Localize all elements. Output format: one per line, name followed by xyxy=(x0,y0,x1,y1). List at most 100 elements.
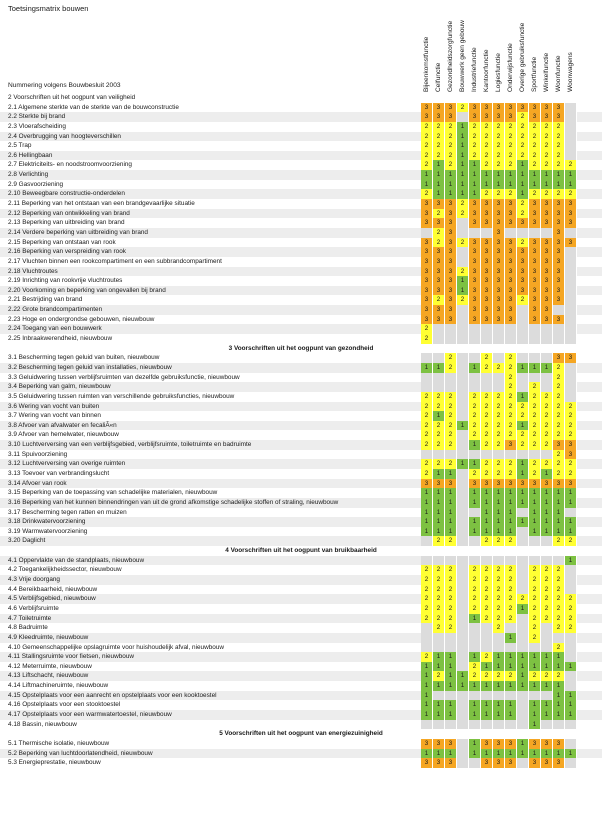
matrix-cell xyxy=(457,468,469,479)
matrix-cell: 3 xyxy=(445,276,457,286)
matrix-cell xyxy=(505,334,517,344)
row-label: 3.2 Bescherming tegen geluid van install… xyxy=(8,363,172,371)
matrix-cell xyxy=(529,227,541,238)
row-label: 2.6 Hellingbaan xyxy=(8,151,53,159)
matrix-cell: 3 xyxy=(481,237,493,248)
matrix-cell: 1 xyxy=(469,440,481,450)
matrix-cell: 2 xyxy=(553,131,565,142)
column-header: Winkelfunctie xyxy=(541,7,553,92)
matrix-cell xyxy=(517,353,529,363)
matrix-cell: 1 xyxy=(565,661,577,672)
matrix-cell: 2 xyxy=(553,189,565,200)
matrix-cell xyxy=(481,372,493,383)
matrix-cell: 1 xyxy=(445,681,457,691)
matrix-cell: 3 xyxy=(505,218,517,228)
matrix-cell xyxy=(445,690,457,701)
matrix-cell: 3 xyxy=(493,112,505,122)
matrix-cell: 3 xyxy=(541,218,553,228)
matrix-cell: 3 xyxy=(421,247,433,257)
matrix-cell xyxy=(565,324,577,335)
matrix-cell xyxy=(505,623,517,633)
matrix-cell: 1 xyxy=(529,681,541,691)
matrix-cell: 1 xyxy=(493,517,505,527)
matrix-cell: 3 xyxy=(541,102,553,113)
matrix-cell: 2 xyxy=(553,150,565,161)
matrix-cell: 1 xyxy=(529,748,541,759)
row-label: 3.4 Beperking van galm, nieuwbouw xyxy=(8,383,111,391)
matrix-cell xyxy=(493,632,505,643)
matrix-cell: 3 xyxy=(493,102,505,113)
matrix-cell xyxy=(457,613,469,624)
matrix-cell xyxy=(565,112,577,122)
matrix-cell: 3 xyxy=(505,208,517,219)
matrix-cell: 2 xyxy=(565,459,577,469)
matrix-cell xyxy=(517,565,529,576)
matrix-cell: 3 xyxy=(565,478,577,489)
matrix-cell: 2 xyxy=(541,411,553,421)
matrix-cell: 2 xyxy=(433,603,445,614)
matrix-cell xyxy=(493,372,505,383)
matrix-cell xyxy=(457,382,469,392)
matrix-cell xyxy=(421,632,433,643)
matrix-cell: 1 xyxy=(433,488,445,498)
matrix-cell: 1 xyxy=(445,652,457,662)
table-row: 2.16 Beperking van verspreiding van rook… xyxy=(0,247,602,257)
matrix-cell: 2 xyxy=(553,382,565,392)
matrix-cell: 2 xyxy=(421,401,433,412)
matrix-cell: 2 xyxy=(433,131,445,142)
matrix-cell: 2 xyxy=(421,150,433,161)
table-row: 2.20 Voorkoming en beperking van ongeval… xyxy=(0,285,602,296)
matrix-cell: 3 xyxy=(493,256,505,267)
table-row: 4.11 Stallingsruimte voor fietsen, nieuw… xyxy=(0,652,602,662)
matrix-cell: 1 xyxy=(433,189,445,200)
table-row: 5.3 Energieprestatie, nieuwbouw 3 3 3 3 3 3 3 3 3 xyxy=(0,758,602,768)
matrix-cell xyxy=(565,295,577,306)
table-row: 4.1 Oppervlakte van de standplaats, nieu… xyxy=(0,555,602,566)
row-label: 4.4 Bereikbaarheid, nieuwbouw xyxy=(8,585,98,593)
matrix-cell: 3 xyxy=(505,305,517,315)
table-row: 3.11 Spuivoorziening 2 3 xyxy=(0,449,602,460)
matrix-cell: 1 xyxy=(493,652,505,662)
matrix-cell: 2 xyxy=(445,160,457,171)
row-label: 4.16 Opstelplaats voor een stooktoestel xyxy=(8,701,121,709)
matrix-cell xyxy=(457,362,469,373)
matrix-cell: 3 xyxy=(541,738,553,749)
matrix-cell: 1 xyxy=(493,507,505,518)
column-header-label: Woonwagens xyxy=(567,52,574,92)
matrix-cell: 3 xyxy=(433,218,445,228)
matrix-cell xyxy=(529,536,541,547)
table-row: 2.2 Sterkte bij brand 3 3 3 3 3 3 3 2 3 3 3 xyxy=(0,112,602,122)
row-label: 4.2 Toegankelijkheidssector, nieuwbouw xyxy=(8,566,122,574)
matrix-cell: 1 xyxy=(457,276,469,286)
cells-background xyxy=(421,719,577,730)
matrix-cell: 1 xyxy=(457,170,469,180)
matrix-cell: 2 xyxy=(505,401,517,412)
row-label: 4.7 Toiletruimte xyxy=(8,614,52,622)
matrix-cell xyxy=(457,488,469,498)
matrix-cell xyxy=(445,324,457,335)
matrix-cell xyxy=(469,690,481,701)
matrix-cell xyxy=(457,632,469,643)
matrix-cell: 3 xyxy=(541,208,553,219)
matrix-cell xyxy=(469,334,481,344)
matrix-cell: 3 xyxy=(445,237,457,248)
matrix-cell: 3 xyxy=(469,112,481,122)
matrix-cell: 3 xyxy=(517,266,529,277)
matrix-cell: 2 xyxy=(469,584,481,595)
matrix-cell xyxy=(517,584,529,595)
matrix-cell xyxy=(457,565,469,576)
matrix-cell: 3 xyxy=(553,285,565,296)
matrix-cell xyxy=(553,555,565,566)
row-label: 3.1 Bescherming tegen geluid van buiten,… xyxy=(8,354,160,362)
matrix-cell xyxy=(421,719,433,730)
matrix-cell: 2 xyxy=(433,565,445,576)
matrix-cell: 1 xyxy=(517,497,529,508)
matrix-cell xyxy=(469,227,481,238)
matrix-cell: 2 xyxy=(433,623,445,633)
matrix-cell: 2 xyxy=(565,401,577,412)
matrix-cell: 3 xyxy=(553,276,565,286)
matrix-cell: 1 xyxy=(421,681,433,691)
matrix-cell xyxy=(505,690,517,701)
table-row: 2.24 Toegang van een bouwwerk 2 xyxy=(0,324,602,335)
matrix-cell: 2 xyxy=(553,565,565,576)
